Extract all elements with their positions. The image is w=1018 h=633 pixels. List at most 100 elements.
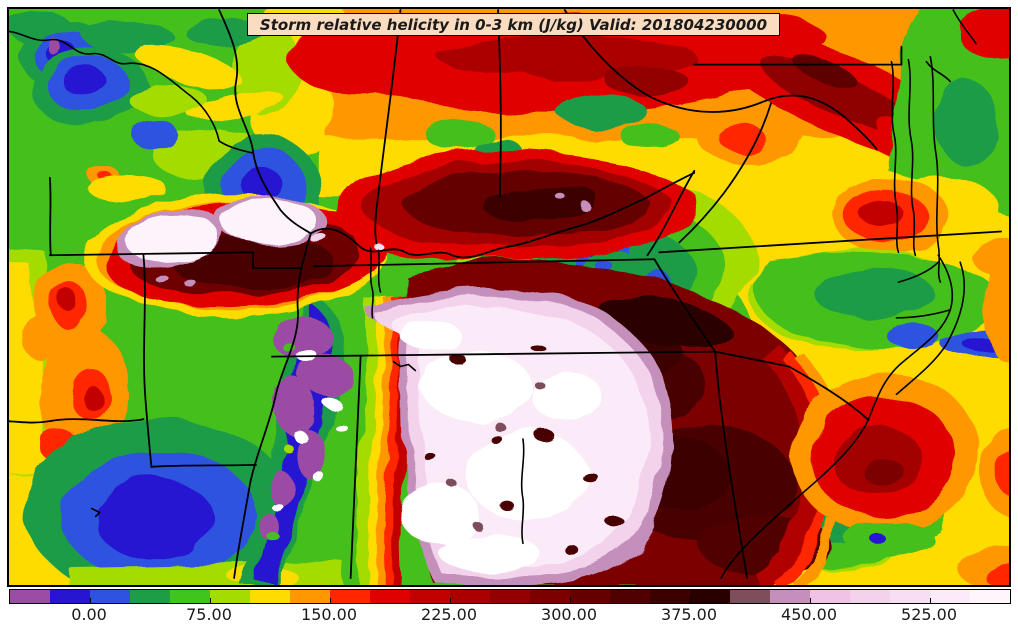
- colorbar-tick: [210, 598, 211, 603]
- helicity-field-shape: [564, 545, 579, 556]
- water-bodies-shape: [897, 261, 940, 283]
- helicity-field-shape: [280, 441, 291, 450]
- helicity-field-shape: [859, 200, 904, 227]
- helicity-field-shape: [578, 201, 591, 210]
- colorbar-segment: [450, 590, 490, 603]
- water-bodies-shape: [9, 30, 254, 154]
- helicity-field-shape: [423, 451, 436, 460]
- colorbar-segment: [170, 590, 210, 603]
- helicity-field-shape: [57, 288, 76, 310]
- helicity-field-shape: [489, 434, 502, 442]
- helicity-field-shape: [997, 445, 1009, 497]
- colorbar-segment: [770, 590, 810, 603]
- state-borders-shape: [48, 251, 302, 270]
- helicity-field-shape: [529, 342, 544, 351]
- helicity-field-shape: [86, 175, 167, 200]
- colorbar-segment: [490, 590, 530, 603]
- colorbar-segment: [570, 590, 610, 603]
- colorbar-tick: [330, 598, 331, 603]
- colorbar-segment: [250, 590, 290, 603]
- helicity-field-shape: [189, 90, 283, 123]
- helicity-map: [9, 9, 1009, 585]
- helicity-field-shape: [61, 65, 106, 96]
- helicity-field-shape: [308, 232, 327, 243]
- state-borders-shape: [374, 9, 402, 245]
- helicity-field-shape: [484, 187, 600, 221]
- colorbar-segment: [10, 590, 50, 603]
- helicity-field-shape: [607, 517, 626, 530]
- helicity-field-shape-shape: [792, 54, 859, 91]
- helicity-field-shape: [422, 351, 532, 422]
- helicity-field-shape: [447, 479, 458, 488]
- state-borders-shape: [349, 355, 362, 579]
- colorbar-tick-label: 375.00: [661, 605, 717, 624]
- helicity-field-shape: [619, 124, 680, 149]
- water-bodies-shape: [392, 360, 417, 372]
- colorbar-segment: [50, 590, 90, 603]
- water-bodies-shape: [90, 507, 101, 518]
- state-borders: [9, 9, 1002, 579]
- colorbar-tick-label: 225.00: [421, 605, 477, 624]
- helicity-field-shape: [94, 479, 215, 560]
- colorbar-segment: [650, 590, 690, 603]
- water-bodies-shape: [907, 58, 917, 257]
- helicity-field-shape: [376, 294, 396, 585]
- helicity-field-shape: [578, 468, 595, 479]
- helicity-field-shape: [556, 94, 647, 129]
- state-borders-shape: [309, 171, 696, 259]
- colorbar-tick-label: 450.00: [781, 605, 837, 624]
- colorbar-tick-label: 75.00: [186, 605, 232, 624]
- helicity-field: [9, 9, 1009, 585]
- state-borders-shape: [142, 254, 153, 468]
- helicity-field-shape: [472, 521, 483, 530]
- state-borders-shape: [9, 418, 145, 424]
- helicity-field-shape: [554, 192, 565, 199]
- helicity-field-shape: [493, 422, 506, 431]
- state-borders-shape: [693, 45, 903, 66]
- water-bodies-shape: [890, 60, 900, 254]
- water-bodies-shape: [952, 9, 977, 45]
- helicity-field-shape: [533, 380, 544, 389]
- helicity-field-shape: [384, 294, 404, 585]
- helicity-field-shape: [20, 314, 57, 359]
- helicity-field-shape: [983, 252, 1009, 362]
- helicity-field-shape: [815, 269, 936, 321]
- colorbar-tick: [810, 598, 811, 603]
- colorbar-segment: [810, 590, 850, 603]
- state-borders-shape: [653, 258, 717, 353]
- state-borders-shape: [563, 9, 878, 150]
- helicity-field-shape-shape: [758, 56, 928, 139]
- state-borders-shape: [150, 463, 257, 468]
- colorbar: [9, 589, 1011, 604]
- colorbar-segment: [370, 590, 410, 603]
- helicity-field-shape: [275, 380, 316, 437]
- colorbar-segment: [970, 590, 1010, 603]
- colorbar-segment: [610, 590, 650, 603]
- helicity-field-shape: [269, 501, 282, 510]
- helicity-field-shape: [184, 279, 197, 288]
- colorbar-segment: [210, 590, 250, 603]
- state-borders-shape: [646, 169, 696, 257]
- helicity-field-shape: [368, 294, 388, 585]
- colorbar-tick-label: 525.00: [901, 605, 957, 624]
- helicity-field-shape: [935, 81, 1000, 165]
- colorbar-segment: [690, 590, 730, 603]
- colorbar-segments: [10, 590, 1010, 603]
- helicity-field-shape: [357, 293, 381, 585]
- colorbar-segment: [530, 590, 570, 603]
- helicity-field-shape: [399, 483, 480, 544]
- water-bodies-shape: [369, 247, 374, 319]
- helicity-field-shape: [531, 371, 602, 422]
- colorbar-tick: [570, 598, 571, 603]
- state-borders-shape: [678, 102, 772, 244]
- helicity-field-shape: [294, 430, 325, 478]
- helicity-field-shape: [240, 164, 280, 201]
- water-bodies-shape: [929, 55, 942, 283]
- helicity-field-shape: [536, 432, 557, 444]
- helicity-field-shape: [983, 562, 1009, 585]
- colorbar-labels: 0.00 75.00 150.00 225.00 300.00 375.00 450.00 5…: [9, 605, 1009, 627]
- helicity-field-shape: [311, 470, 324, 481]
- water-bodies-shape: [925, 60, 952, 83]
- water-bodies-shape: [895, 309, 952, 319]
- helicity-field-shape: [869, 533, 886, 544]
